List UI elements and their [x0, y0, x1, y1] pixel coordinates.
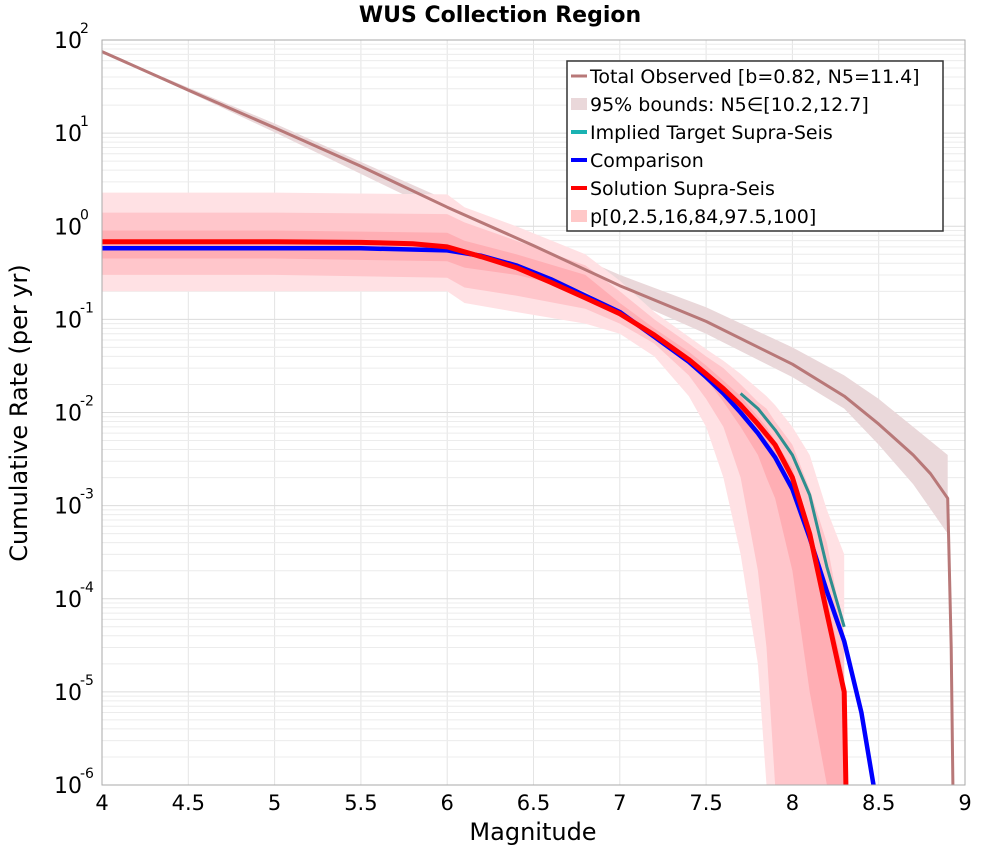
y-tick-base: 10 [54, 681, 82, 706]
legend-box [566, 60, 944, 232]
y-tick-exponent: -1 [80, 300, 94, 316]
y-tick-base: 10 [54, 774, 82, 799]
y-tick-exponent: -6 [80, 766, 94, 782]
x-tick-label: 6 [441, 791, 454, 815]
legend-entry: 95% bounds: N5∈[10.2,12.7] [571, 94, 869, 116]
y-tick-exponent: -2 [80, 394, 94, 410]
legend: Total Observed [b=0.82, N5=11.4] 95% boun… [566, 60, 944, 232]
x-tick-label: 8 [786, 791, 799, 815]
y-tick-label: 10-1 [54, 300, 94, 333]
y-tick-label: 101 [54, 114, 89, 147]
legend-label: p[0,2.5,16,84,97.5,100] [590, 206, 816, 228]
y-tick-base: 10 [54, 402, 82, 427]
legend-label: Comparison [590, 150, 704, 172]
legend-label: Solution Supra-Seis [590, 178, 775, 200]
y-tick-exponent: 2 [80, 21, 89, 37]
y-tick-base: 10 [54, 495, 82, 520]
y-tick-exponent: 0 [80, 207, 89, 223]
series-lines [101, 50, 955, 786]
y-tick-label: 10-2 [54, 394, 94, 427]
y-tick-base: 10 [54, 122, 82, 147]
series-implied-target [739, 392, 846, 628]
legend-swatch [571, 210, 587, 222]
legend-entry: Comparison [571, 150, 704, 172]
y-tick-exponent: -5 [80, 673, 94, 689]
chart-title: WUS Collection Region [359, 3, 641, 28]
legend-label: Implied Target Supra-Seis [590, 122, 833, 144]
y-tick-exponent: -4 [80, 580, 94, 596]
x-tick-label: 7.5 [689, 791, 722, 815]
x-tick-label: 6.5 [517, 791, 550, 815]
x-tick-label: 4.5 [172, 791, 205, 815]
y-tick-label: 102 [54, 21, 89, 54]
x-tick-labels: 4 4.5 5 5.5 6 6.5 7 7.5 8 8.5 9 [95, 791, 971, 815]
y-tick-label: 100 [54, 207, 89, 240]
x-tick-label: 9 [958, 791, 971, 815]
y-tick-label: 10-4 [54, 580, 94, 613]
y-tick-exponent: -3 [80, 487, 94, 503]
legend-entry: Total Observed [b=0.82, N5=11.4] [571, 66, 920, 88]
x-axis-label: Magnitude [469, 818, 596, 846]
y-tick-label: 10-3 [54, 487, 94, 520]
y-axis-label: Cumulative Rate (per yr) [5, 264, 33, 562]
legend-entry: Solution Supra-Seis [571, 178, 775, 200]
y-tick-label: 10-6 [54, 766, 94, 799]
y-tick-exponent: 1 [80, 114, 89, 130]
x-tick-label: 8.5 [862, 791, 895, 815]
x-tick-label: 4 [95, 791, 108, 815]
legend-label: Total Observed [b=0.82, N5=11.4] [589, 66, 920, 88]
y-tick-base: 10 [54, 588, 82, 613]
plot-frame [101, 39, 966, 786]
x-tick-label: 7 [613, 791, 626, 815]
y-tick-base: 10 [54, 308, 82, 333]
legend-entry: Implied Target Supra-Seis [571, 122, 833, 144]
series-total-observed [101, 50, 955, 786]
y-tick-base: 10 [54, 29, 82, 54]
plot-border [101, 39, 966, 786]
y-tick-base: 10 [54, 215, 82, 240]
legend-swatch [571, 98, 587, 110]
series-solution [102, 239, 849, 786]
legend-entry: p[0,2.5,16,84,97.5,100] [571, 206, 816, 228]
legend-label: 95% bounds: N5∈[10.2,12.7] [590, 94, 869, 116]
x-tick-label: 5 [268, 791, 281, 815]
x-tick-label: 5.5 [344, 791, 377, 815]
percentile-band-2.5-97.5 [102, 212, 845, 786]
y-tick-label: 10-5 [54, 673, 94, 706]
